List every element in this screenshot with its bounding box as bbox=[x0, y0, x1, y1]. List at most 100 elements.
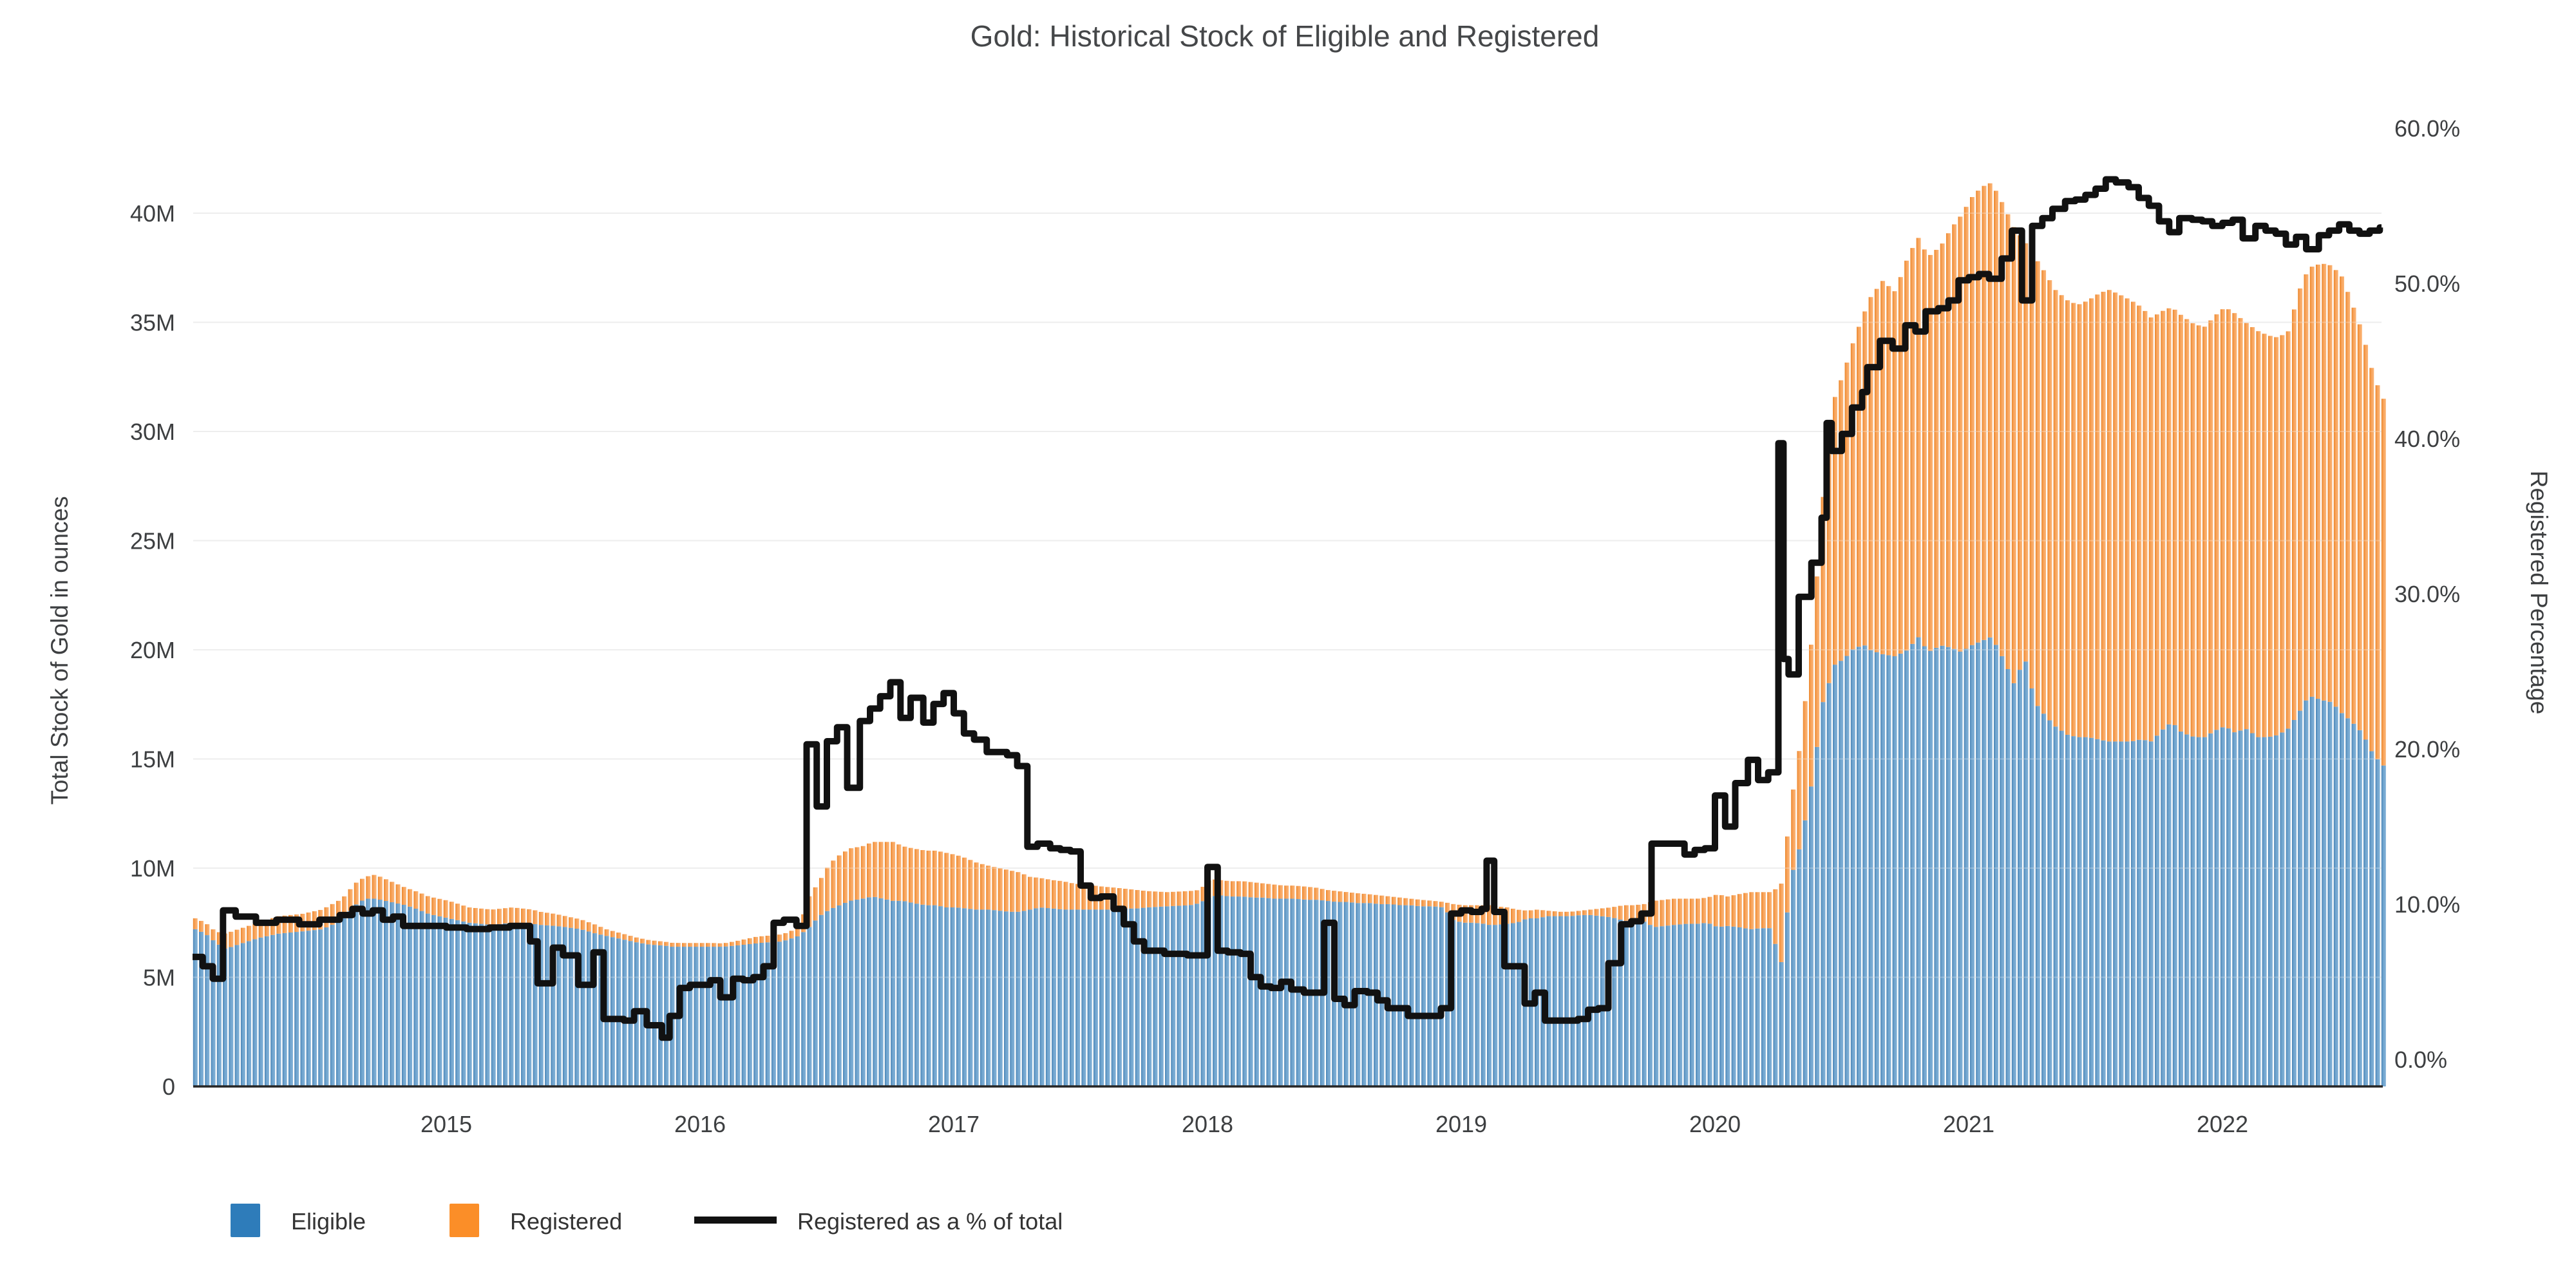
registered-bar bbox=[1844, 363, 1850, 656]
eligible-bar bbox=[2298, 710, 2303, 1086]
registered-bar bbox=[1052, 880, 1057, 909]
registered-bar bbox=[902, 846, 907, 902]
eligible-bar bbox=[1129, 908, 1134, 1086]
eligible-bar bbox=[1052, 908, 1057, 1086]
registered-bar bbox=[2053, 290, 2058, 727]
eligible-bar bbox=[509, 922, 514, 1086]
registered-bar bbox=[1517, 909, 1522, 922]
registered-bar bbox=[2095, 294, 2100, 739]
eligible-bar bbox=[2220, 727, 2225, 1086]
eligible-bar bbox=[1111, 909, 1116, 1086]
registered-bar bbox=[2029, 252, 2034, 689]
registered-bar bbox=[1612, 907, 1617, 918]
eligible-bar bbox=[1427, 906, 1432, 1086]
registered-bar bbox=[2291, 309, 2297, 720]
registered-bar bbox=[2000, 202, 2005, 656]
eligible-bar bbox=[1582, 914, 1587, 1086]
registered-bar bbox=[1350, 893, 1355, 903]
registered-bar bbox=[616, 933, 621, 939]
registered-bar bbox=[252, 923, 258, 940]
registered-bar bbox=[2333, 270, 2338, 707]
eligible-bar bbox=[2018, 670, 2023, 1086]
registered-bar bbox=[193, 918, 198, 929]
eligible-bar bbox=[1940, 645, 1945, 1086]
registered-bar bbox=[2107, 290, 2112, 742]
left-axis-tick-labels: 0 5M 10M 15M 20M 25M 30M 35M 40M bbox=[130, 200, 175, 1100]
registered-bar bbox=[270, 918, 276, 935]
registered-bar bbox=[1803, 701, 1808, 820]
eligible-bar bbox=[1898, 653, 1903, 1086]
eligible-bar bbox=[1463, 922, 1468, 1086]
registered-bar bbox=[908, 848, 913, 903]
eligible-bar bbox=[741, 944, 746, 1086]
eligible-bar bbox=[1857, 647, 1862, 1086]
eligible-bar bbox=[974, 909, 979, 1086]
eligible-bar bbox=[1475, 923, 1480, 1086]
registered-bar bbox=[878, 842, 884, 898]
eligible-bar bbox=[479, 923, 484, 1086]
eligible-bar bbox=[1928, 650, 1933, 1086]
eligible-bar bbox=[1081, 909, 1086, 1086]
left-tick-label: 40M bbox=[130, 200, 175, 227]
registered-bar bbox=[1528, 910, 1533, 918]
registered-bar bbox=[1182, 891, 1188, 905]
eligible-bar bbox=[1356, 903, 1361, 1086]
eligible-bar bbox=[1439, 907, 1444, 1086]
eligible-bar bbox=[1755, 928, 1760, 1086]
registered-bar bbox=[1522, 910, 1528, 920]
eligible-bar bbox=[1964, 649, 1969, 1086]
registered-bar bbox=[867, 843, 872, 898]
registered-bar bbox=[491, 909, 496, 925]
registered-bar bbox=[1928, 254, 1933, 651]
right-axis-title: Registered Percentage bbox=[2526, 471, 2552, 714]
eligible-bar bbox=[1696, 923, 1701, 1086]
registered-bar bbox=[2357, 324, 2362, 730]
registered-bar bbox=[2023, 243, 2029, 662]
registered-bar bbox=[431, 897, 437, 915]
eligible-bar bbox=[1326, 901, 1331, 1086]
right-axis-tick-labels: 0.0% 10.0% 20.0% 30.0% 40.0% 50.0% 60.0% bbox=[2394, 115, 2460, 1073]
eligible-bar bbox=[515, 923, 520, 1086]
eligible-bar bbox=[730, 945, 735, 1086]
eligible-bar bbox=[419, 911, 424, 1086]
eligible-bar bbox=[2196, 737, 2201, 1086]
registered-bar bbox=[1606, 907, 1611, 917]
registered-bar bbox=[2125, 298, 2130, 742]
registered-bar bbox=[1767, 892, 1772, 929]
registered-bar bbox=[1433, 901, 1438, 907]
eligible-bar bbox=[1922, 646, 1927, 1086]
registered-bar bbox=[1821, 497, 1826, 703]
registered-bar bbox=[992, 867, 997, 911]
registered-bar bbox=[2208, 320, 2213, 734]
registered-bar bbox=[2280, 335, 2285, 733]
eligible-bar bbox=[2137, 739, 2142, 1086]
registered-bar bbox=[1427, 900, 1432, 907]
registered-bar bbox=[2322, 263, 2327, 701]
registered-bar bbox=[1749, 892, 1754, 929]
eligible-bar bbox=[1833, 665, 1837, 1086]
registered-bar bbox=[2244, 323, 2249, 730]
registered-bar bbox=[1332, 891, 1337, 902]
registered-bar bbox=[330, 904, 335, 925]
eligible-bar bbox=[2232, 732, 2237, 1086]
eligible-bar bbox=[706, 947, 711, 1086]
registered-bar bbox=[2363, 345, 2369, 740]
eligible-bar bbox=[372, 898, 377, 1086]
eligible-bar bbox=[1612, 918, 1617, 1086]
registered-bar bbox=[562, 916, 567, 927]
eligible-bar bbox=[2291, 719, 2297, 1086]
registered-swatch-icon bbox=[450, 1204, 479, 1237]
registered-bar bbox=[1940, 243, 1945, 646]
registered-bar bbox=[1326, 890, 1331, 902]
x-tick-label: 2020 bbox=[1689, 1111, 1741, 1137]
eligible-bar bbox=[1284, 898, 1289, 1086]
registered-bar bbox=[837, 855, 842, 905]
eligible-bar bbox=[723, 946, 728, 1086]
registered-bar bbox=[622, 934, 627, 940]
eligible-bar bbox=[1117, 909, 1122, 1086]
eligible-bar bbox=[1862, 645, 1868, 1086]
registered-bar bbox=[1755, 892, 1760, 929]
registered-bar bbox=[1683, 898, 1689, 924]
registered-bar bbox=[527, 909, 532, 924]
registered-bar bbox=[938, 851, 943, 907]
